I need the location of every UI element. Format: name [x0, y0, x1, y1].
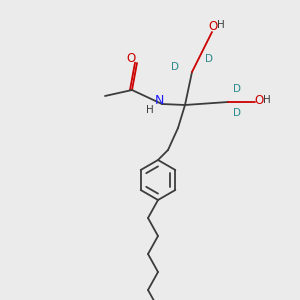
Text: D: D: [171, 62, 179, 72]
Text: D: D: [205, 54, 213, 64]
Text: O: O: [126, 52, 136, 65]
Text: D: D: [233, 108, 241, 118]
Text: N: N: [154, 94, 164, 107]
Text: H: H: [263, 95, 271, 105]
Text: H: H: [217, 20, 225, 30]
Text: H: H: [146, 105, 154, 115]
Text: O: O: [208, 20, 217, 34]
Text: O: O: [254, 94, 264, 106]
Text: D: D: [233, 84, 241, 94]
